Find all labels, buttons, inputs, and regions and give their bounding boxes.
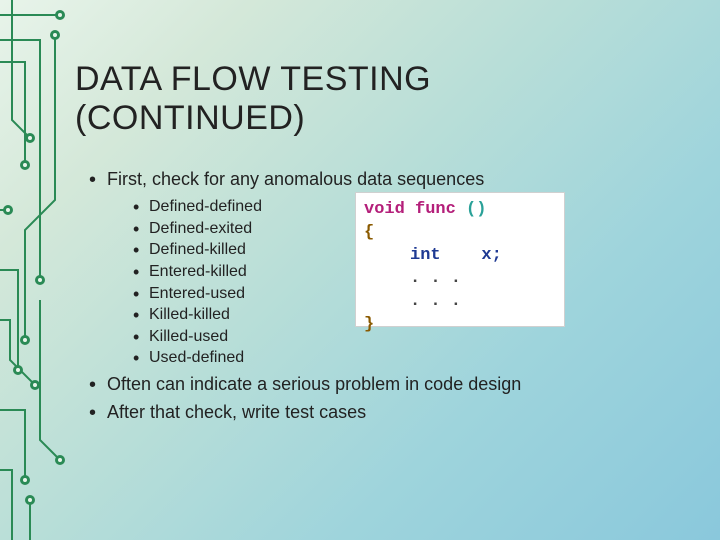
token-dots: . . . xyxy=(410,269,461,288)
title-line-1: DATA FLOW TESTING xyxy=(75,60,431,98)
sub-item: Used-defined xyxy=(133,347,690,369)
bullet-second: Often can indicate a serious problem in … xyxy=(89,371,690,397)
token-lbrace: { xyxy=(364,223,374,242)
slide-title: DATA FLOW TESTING (CONTINUED) xyxy=(75,60,690,138)
token-func: func xyxy=(415,200,456,219)
bullet-third: After that check, write test cases xyxy=(89,399,690,425)
code-snippet: void func () { int x; . . . . . . } xyxy=(355,192,565,327)
token-var: x; xyxy=(481,246,501,265)
keyword-int: int xyxy=(410,246,441,265)
title-line-2: (CONTINUED) xyxy=(75,99,305,137)
token-rbrace: } xyxy=(364,315,374,334)
token-dots: . . . xyxy=(410,292,461,311)
token-parens: () xyxy=(466,200,486,219)
keyword-void: void xyxy=(364,200,405,219)
bullet-first-text: First, check for any anomalous data sequ… xyxy=(107,169,484,189)
